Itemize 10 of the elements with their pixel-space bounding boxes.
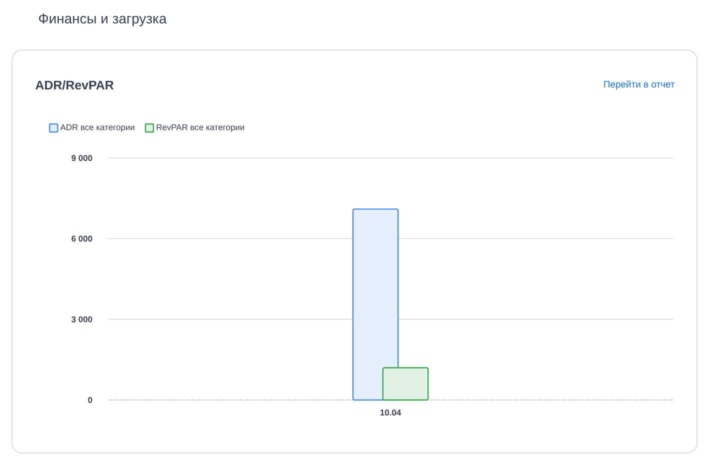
y-tick-label: 9 000 <box>72 155 92 161</box>
y-tick-label: 0 <box>88 396 92 403</box>
chart-subtitle: ADR/RevPAR <box>36 80 114 90</box>
x-tick-label: 10.04 <box>380 410 402 416</box>
legend-label: ADR все категории <box>60 124 134 132</box>
chart-title: Финансы и загрузка <box>39 14 167 26</box>
y-tick-label: 3 000 <box>71 316 92 322</box>
y-tick-label: 6 000 <box>72 236 92 242</box>
text: Перейти в отчет <box>604 80 675 90</box>
legend-label: RevPAR все категории <box>156 124 244 132</box>
